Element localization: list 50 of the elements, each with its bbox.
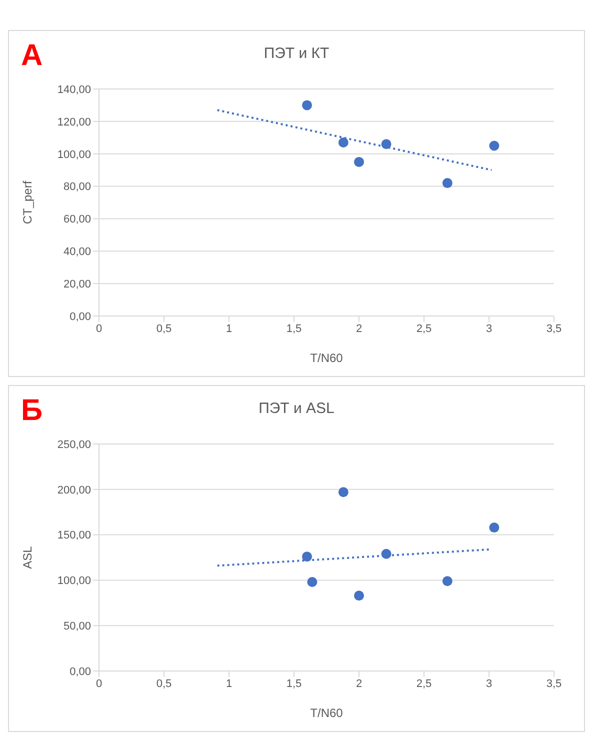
text: А xyxy=(21,39,43,73)
y-tick-label: 60,00 xyxy=(63,214,91,226)
x-tick-label: 0,5 xyxy=(156,322,172,335)
x-tick-label: 0,5 xyxy=(156,678,172,690)
point xyxy=(338,487,348,498)
point xyxy=(307,577,318,588)
y-tick-label: 100,00 xyxy=(57,575,91,588)
x-tick-label: 1,5 xyxy=(286,322,302,335)
y-tick-label: 150,00 xyxy=(57,530,91,542)
point xyxy=(489,140,500,151)
point xyxy=(489,522,500,533)
x-tick-label: 2 xyxy=(356,322,362,335)
point xyxy=(442,178,452,188)
x-tick-label: 3 xyxy=(486,322,492,335)
y-axis-title: ASL xyxy=(20,546,34,569)
point xyxy=(442,576,452,586)
x-tick-label: 0 xyxy=(96,678,102,690)
x-axis-title: T/N60 xyxy=(310,706,344,720)
x-tick-label: 3,5 xyxy=(546,322,562,335)
x-tick-label: 2 xyxy=(356,678,362,690)
x-tick-label: 0 xyxy=(96,322,102,335)
x-tick-label: 3 xyxy=(486,678,492,690)
y-tick-label: 20,00 xyxy=(63,278,91,290)
point xyxy=(354,156,364,167)
y-tick-label: 80,00 xyxy=(63,181,91,194)
y-tick-label: 50,00 xyxy=(63,620,91,633)
point xyxy=(354,590,364,601)
x-axis-title: T/N60 xyxy=(310,351,344,365)
text: Б xyxy=(21,394,43,428)
x-tick-label: 2,5 xyxy=(416,678,432,690)
y-tick-label: 0,00 xyxy=(70,310,91,323)
point xyxy=(381,139,392,150)
point xyxy=(302,552,312,562)
point xyxy=(338,138,348,148)
x-tick-label: 3,5 xyxy=(546,678,562,690)
y-tick-label: 120,00 xyxy=(57,116,91,128)
y-tick-label: 140,00 xyxy=(57,84,91,96)
y-tick-label: 0,00 xyxy=(70,666,91,678)
x-tick-label: 1,5 xyxy=(286,678,302,690)
x-tick-label: 1 xyxy=(226,678,232,690)
y-tick-label: 250,00 xyxy=(57,438,91,451)
y-tick-label: 200,00 xyxy=(57,484,91,496)
chart-title: ПЭТ и КТ xyxy=(264,45,330,62)
x-tick-label: 1 xyxy=(226,322,232,335)
x-tick-label: 2,5 xyxy=(416,322,432,335)
y-axis-title: CT_perf xyxy=(20,180,34,224)
point xyxy=(302,100,312,110)
y-tick-label: 100,00 xyxy=(57,148,91,161)
chart-title: ПЭТ и ASL xyxy=(258,400,334,417)
y-tick-label: 40,00 xyxy=(63,246,91,258)
